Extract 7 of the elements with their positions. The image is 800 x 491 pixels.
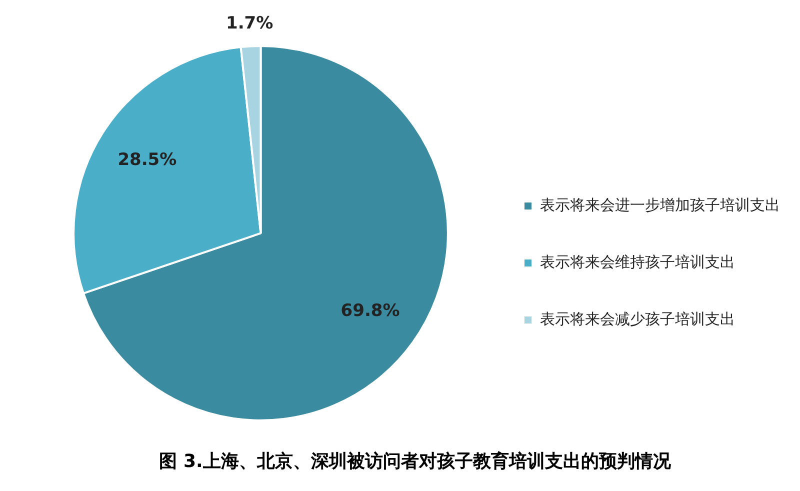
data-label: 69.8% [340, 301, 400, 322]
data-label: 28.5% [118, 150, 177, 170]
legend-label: 表示将来会维持孩子培训支出 [540, 252, 735, 271]
data-label: 1.7% [226, 14, 274, 34]
text: 图 3.上海、北京、深圳被访问者对孩子教育培训支出的预判情况 [159, 450, 672, 472]
legend-label: 表示将来会减少孩子培训支出 [540, 310, 735, 328]
legend-label: 表示将来会进一步增加孩子培训支出 [540, 196, 780, 214]
